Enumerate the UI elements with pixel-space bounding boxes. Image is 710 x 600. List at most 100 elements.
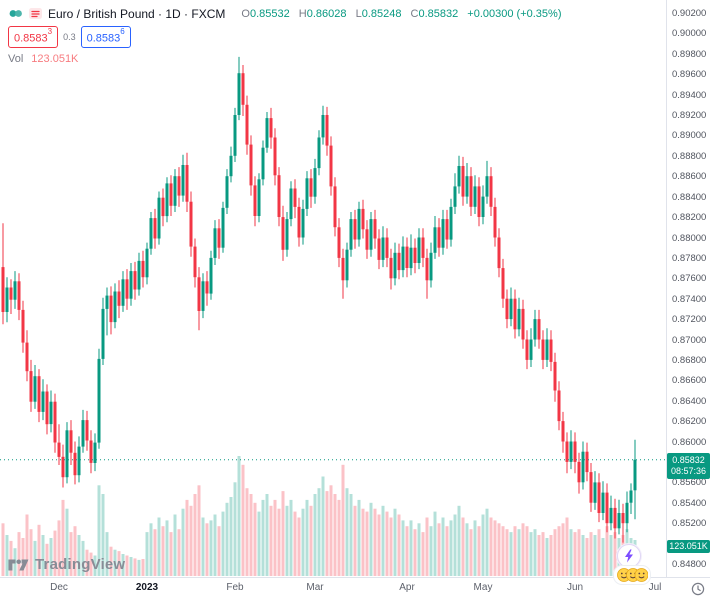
candle-body: [157, 197, 161, 239]
price-tick-label: 0.88800: [672, 150, 707, 162]
candle-body: [489, 176, 493, 207]
volume-bar: [333, 494, 337, 576]
quick-trade-button[interactable]: [617, 544, 641, 568]
volume-bar: [601, 538, 605, 576]
volume-bar: [293, 511, 297, 576]
spread-value: 0.3: [63, 31, 76, 42]
candlestick-chart[interactable]: [0, 0, 666, 577]
volume-bar: [61, 499, 65, 576]
time-axis[interactable]: Dec 2023 Feb Mar Apr May Jun Jul: [0, 577, 710, 600]
candle-body: [521, 308, 525, 340]
volume-bar: [513, 526, 517, 576]
candle-body: [529, 339, 533, 360]
volume-bar: [145, 532, 149, 576]
price-tick-label: 0.89400: [672, 89, 707, 101]
volume-bar: [53, 530, 57, 576]
volume-bar: [149, 523, 153, 576]
volume-bar: [101, 494, 105, 576]
volume-bar: [17, 532, 21, 576]
volume-bar: [609, 535, 613, 576]
bid-price-box[interactable]: 0.85833: [8, 26, 59, 48]
candle-body: [557, 390, 561, 422]
candle-body: [21, 309, 25, 343]
low-label: L: [355, 7, 362, 20]
volume-bar: [257, 511, 261, 576]
volume-bar: [553, 529, 557, 576]
volume-bar: [577, 529, 581, 576]
candle-body: [81, 420, 85, 447]
candle-body: [161, 197, 165, 217]
candle-body: [281, 217, 285, 250]
volume-bar: [85, 549, 89, 576]
volume-bar: [113, 549, 117, 576]
volume-bar: [213, 514, 217, 576]
volume-bar: [321, 476, 325, 576]
price-tick-label: 0.88400: [672, 191, 707, 203]
candle-body: [421, 237, 425, 258]
price-tick-label: 0.88600: [672, 171, 707, 183]
candle-body: [13, 281, 17, 300]
volume-bar: [245, 488, 249, 576]
candle-body: [397, 252, 401, 271]
candle-body: [469, 176, 473, 207]
candle-body: [97, 358, 101, 443]
candle-body: [617, 513, 621, 529]
volume-bar: [133, 558, 137, 576]
candle-body: [9, 287, 13, 300]
price-axis[interactable]: 0.90200 0.90000 0.89800 0.89600 0.89400 0.892…: [666, 0, 710, 577]
volume-bar: [49, 538, 53, 576]
volume-bar: [409, 520, 413, 576]
price-tick-label: 0.88200: [672, 212, 707, 224]
volume-bar: [405, 526, 409, 576]
symbol-dots-icon[interactable]: [8, 6, 23, 21]
volume-bar: [473, 520, 477, 576]
volume-bar: [509, 532, 513, 576]
high-value: 0.86028: [306, 7, 347, 20]
emoji-reactions-button[interactable]: [613, 565, 651, 585]
volume-bar: [417, 523, 421, 576]
volume-bar: [349, 494, 353, 576]
volume-bar: [381, 505, 385, 576]
volume-bar: [425, 517, 429, 576]
volume-bar: [177, 529, 181, 576]
tradingview-logo[interactable]: TradingView: [8, 556, 125, 573]
volume-bar: [77, 535, 81, 576]
candle-body: [545, 339, 549, 360]
bar-countdown: 08:57:36: [670, 465, 707, 476]
symbol-title[interactable]: Euro / British Pound · 1D · FXCM: [48, 6, 226, 21]
timezone-clock-icon[interactable]: [691, 582, 705, 596]
candle-body: [629, 490, 633, 503]
volume-bar: [305, 499, 309, 576]
change-value: +0.00300 (+0.35%): [467, 7, 562, 20]
volume-bar: [397, 514, 401, 576]
volume-bar: [325, 491, 329, 576]
ask-price-box[interactable]: 0.85836: [80, 26, 131, 48]
symbol-list-icon[interactable]: [28, 6, 43, 21]
candle-body: [189, 201, 193, 247]
candle-body: [433, 227, 437, 253]
candle-body: [329, 145, 333, 187]
candle-body: [57, 442, 61, 457]
candle-body: [625, 502, 629, 524]
candle-body: [413, 247, 417, 263]
volume-bar: [605, 526, 609, 576]
candle-body: [253, 185, 257, 216]
price-tick-label: 0.90000: [672, 28, 707, 40]
volume-bar: [385, 511, 389, 576]
volume-bar: [81, 540, 85, 576]
candle-body: [561, 421, 565, 442]
volume-bar: [189, 505, 193, 576]
volume-badge-value: 123.051K: [669, 541, 708, 551]
price-tick-label: 0.89000: [672, 130, 707, 142]
price-tick-label: 0.87000: [672, 334, 707, 346]
volume-bar: [569, 529, 573, 576]
candle-body: [417, 237, 421, 263]
candle-body: [217, 228, 221, 248]
volume-bar: [341, 464, 345, 576]
volume-bar: [477, 526, 481, 576]
candle-body: [129, 271, 133, 299]
candle-body: [193, 246, 197, 278]
candle-body: [377, 238, 381, 260]
candle-body: [325, 115, 329, 146]
open-label: O: [241, 7, 250, 20]
